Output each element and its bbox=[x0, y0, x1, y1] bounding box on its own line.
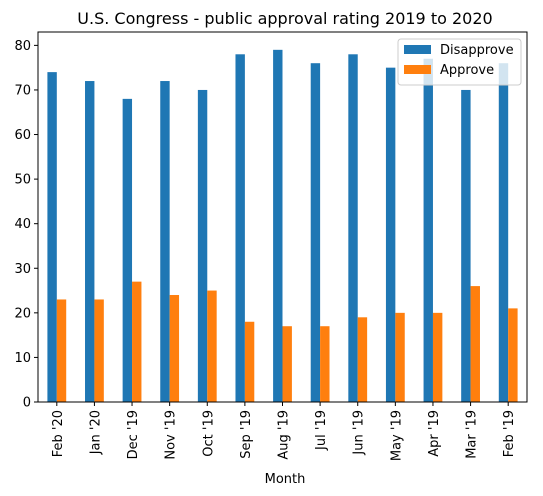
bar-approve-1 bbox=[94, 299, 104, 402]
bar-approve-0 bbox=[56, 299, 67, 402]
x-tick-label: Jan '20 bbox=[88, 410, 103, 455]
x-tick-label: Feb '20 bbox=[51, 410, 66, 457]
y-tick-label: 30 bbox=[14, 262, 31, 277]
bar-approve-6 bbox=[282, 326, 292, 402]
bar-approve-5 bbox=[244, 321, 255, 402]
bar-approve-2 bbox=[132, 281, 142, 402]
x-tick-label: Apr '19 bbox=[427, 410, 442, 457]
bar-disapprove-3 bbox=[160, 81, 170, 403]
bar-approve-9 bbox=[395, 312, 405, 402]
legend: Disapprove Approve bbox=[397, 38, 522, 86]
bar-disapprove-12 bbox=[498, 63, 509, 402]
bar-disapprove-8 bbox=[348, 54, 358, 403]
bars-group bbox=[47, 49, 518, 403]
bar-disapprove-2 bbox=[122, 98, 133, 403]
bar-disapprove-0 bbox=[47, 72, 57, 402]
bar-disapprove-4 bbox=[197, 89, 208, 402]
x-tick-label: May '19 bbox=[389, 410, 404, 461]
bar-approve-8 bbox=[357, 317, 368, 402]
x-tick-label: Oct '19 bbox=[201, 410, 216, 457]
y-axis: 0 10 20 30 40 50 60 70 80 bbox=[14, 39, 38, 411]
bar-approve-11 bbox=[470, 286, 480, 402]
plot-frame bbox=[37, 31, 528, 403]
bar-approve-10 bbox=[432, 312, 443, 402]
y-tick-label: 80 bbox=[14, 39, 31, 54]
x-tick-label: Jul '19 bbox=[314, 410, 329, 451]
x-tick-label: Sep '19 bbox=[239, 410, 254, 459]
x-tick-label: Jun '19 bbox=[352, 410, 367, 456]
x-axis: Feb '20 Jan '20 Dec '19 Nov '19 Oct '19 Sep '… bbox=[51, 402, 517, 461]
chart-title: U.S. Congress - public approval rating 2… bbox=[77, 9, 492, 28]
bar-disapprove-6 bbox=[273, 49, 283, 402]
bar-approve-3 bbox=[169, 295, 180, 402]
y-tick-label: 70 bbox=[14, 83, 31, 98]
bar-approve-7 bbox=[320, 326, 330, 402]
bar-disapprove-9 bbox=[385, 67, 396, 402]
y-tick-label: 50 bbox=[14, 173, 31, 188]
bar-disapprove-10 bbox=[423, 58, 433, 403]
x-tick-label: Aug '19 bbox=[277, 410, 292, 460]
legend-swatch-approve bbox=[404, 65, 431, 74]
bar-approve-4 bbox=[207, 290, 217, 402]
bar-disapprove-1 bbox=[85, 81, 95, 403]
y-tick-label: 60 bbox=[14, 128, 31, 143]
y-tick-label: 20 bbox=[14, 306, 31, 321]
x-tick-label: Mar '19 bbox=[465, 410, 480, 459]
legend-label-disapprove: Disapprove bbox=[440, 43, 514, 58]
bar-disapprove-5 bbox=[235, 54, 245, 403]
bar-disapprove-11 bbox=[461, 89, 471, 402]
bar-disapprove-7 bbox=[310, 63, 321, 402]
x-axis-label: Month bbox=[265, 472, 306, 487]
y-tick-label: 10 bbox=[14, 351, 31, 366]
y-tick-label: 0 bbox=[23, 396, 31, 411]
x-tick-label: Nov '19 bbox=[164, 410, 179, 460]
legend-swatch-disapprove bbox=[404, 45, 431, 54]
x-tick-label: Dec '19 bbox=[126, 410, 141, 459]
x-tick-label: Feb '19 bbox=[502, 410, 517, 457]
bar-approve-12 bbox=[508, 308, 518, 402]
legend-label-approve: Approve bbox=[440, 63, 494, 78]
y-tick-label: 40 bbox=[14, 217, 31, 232]
